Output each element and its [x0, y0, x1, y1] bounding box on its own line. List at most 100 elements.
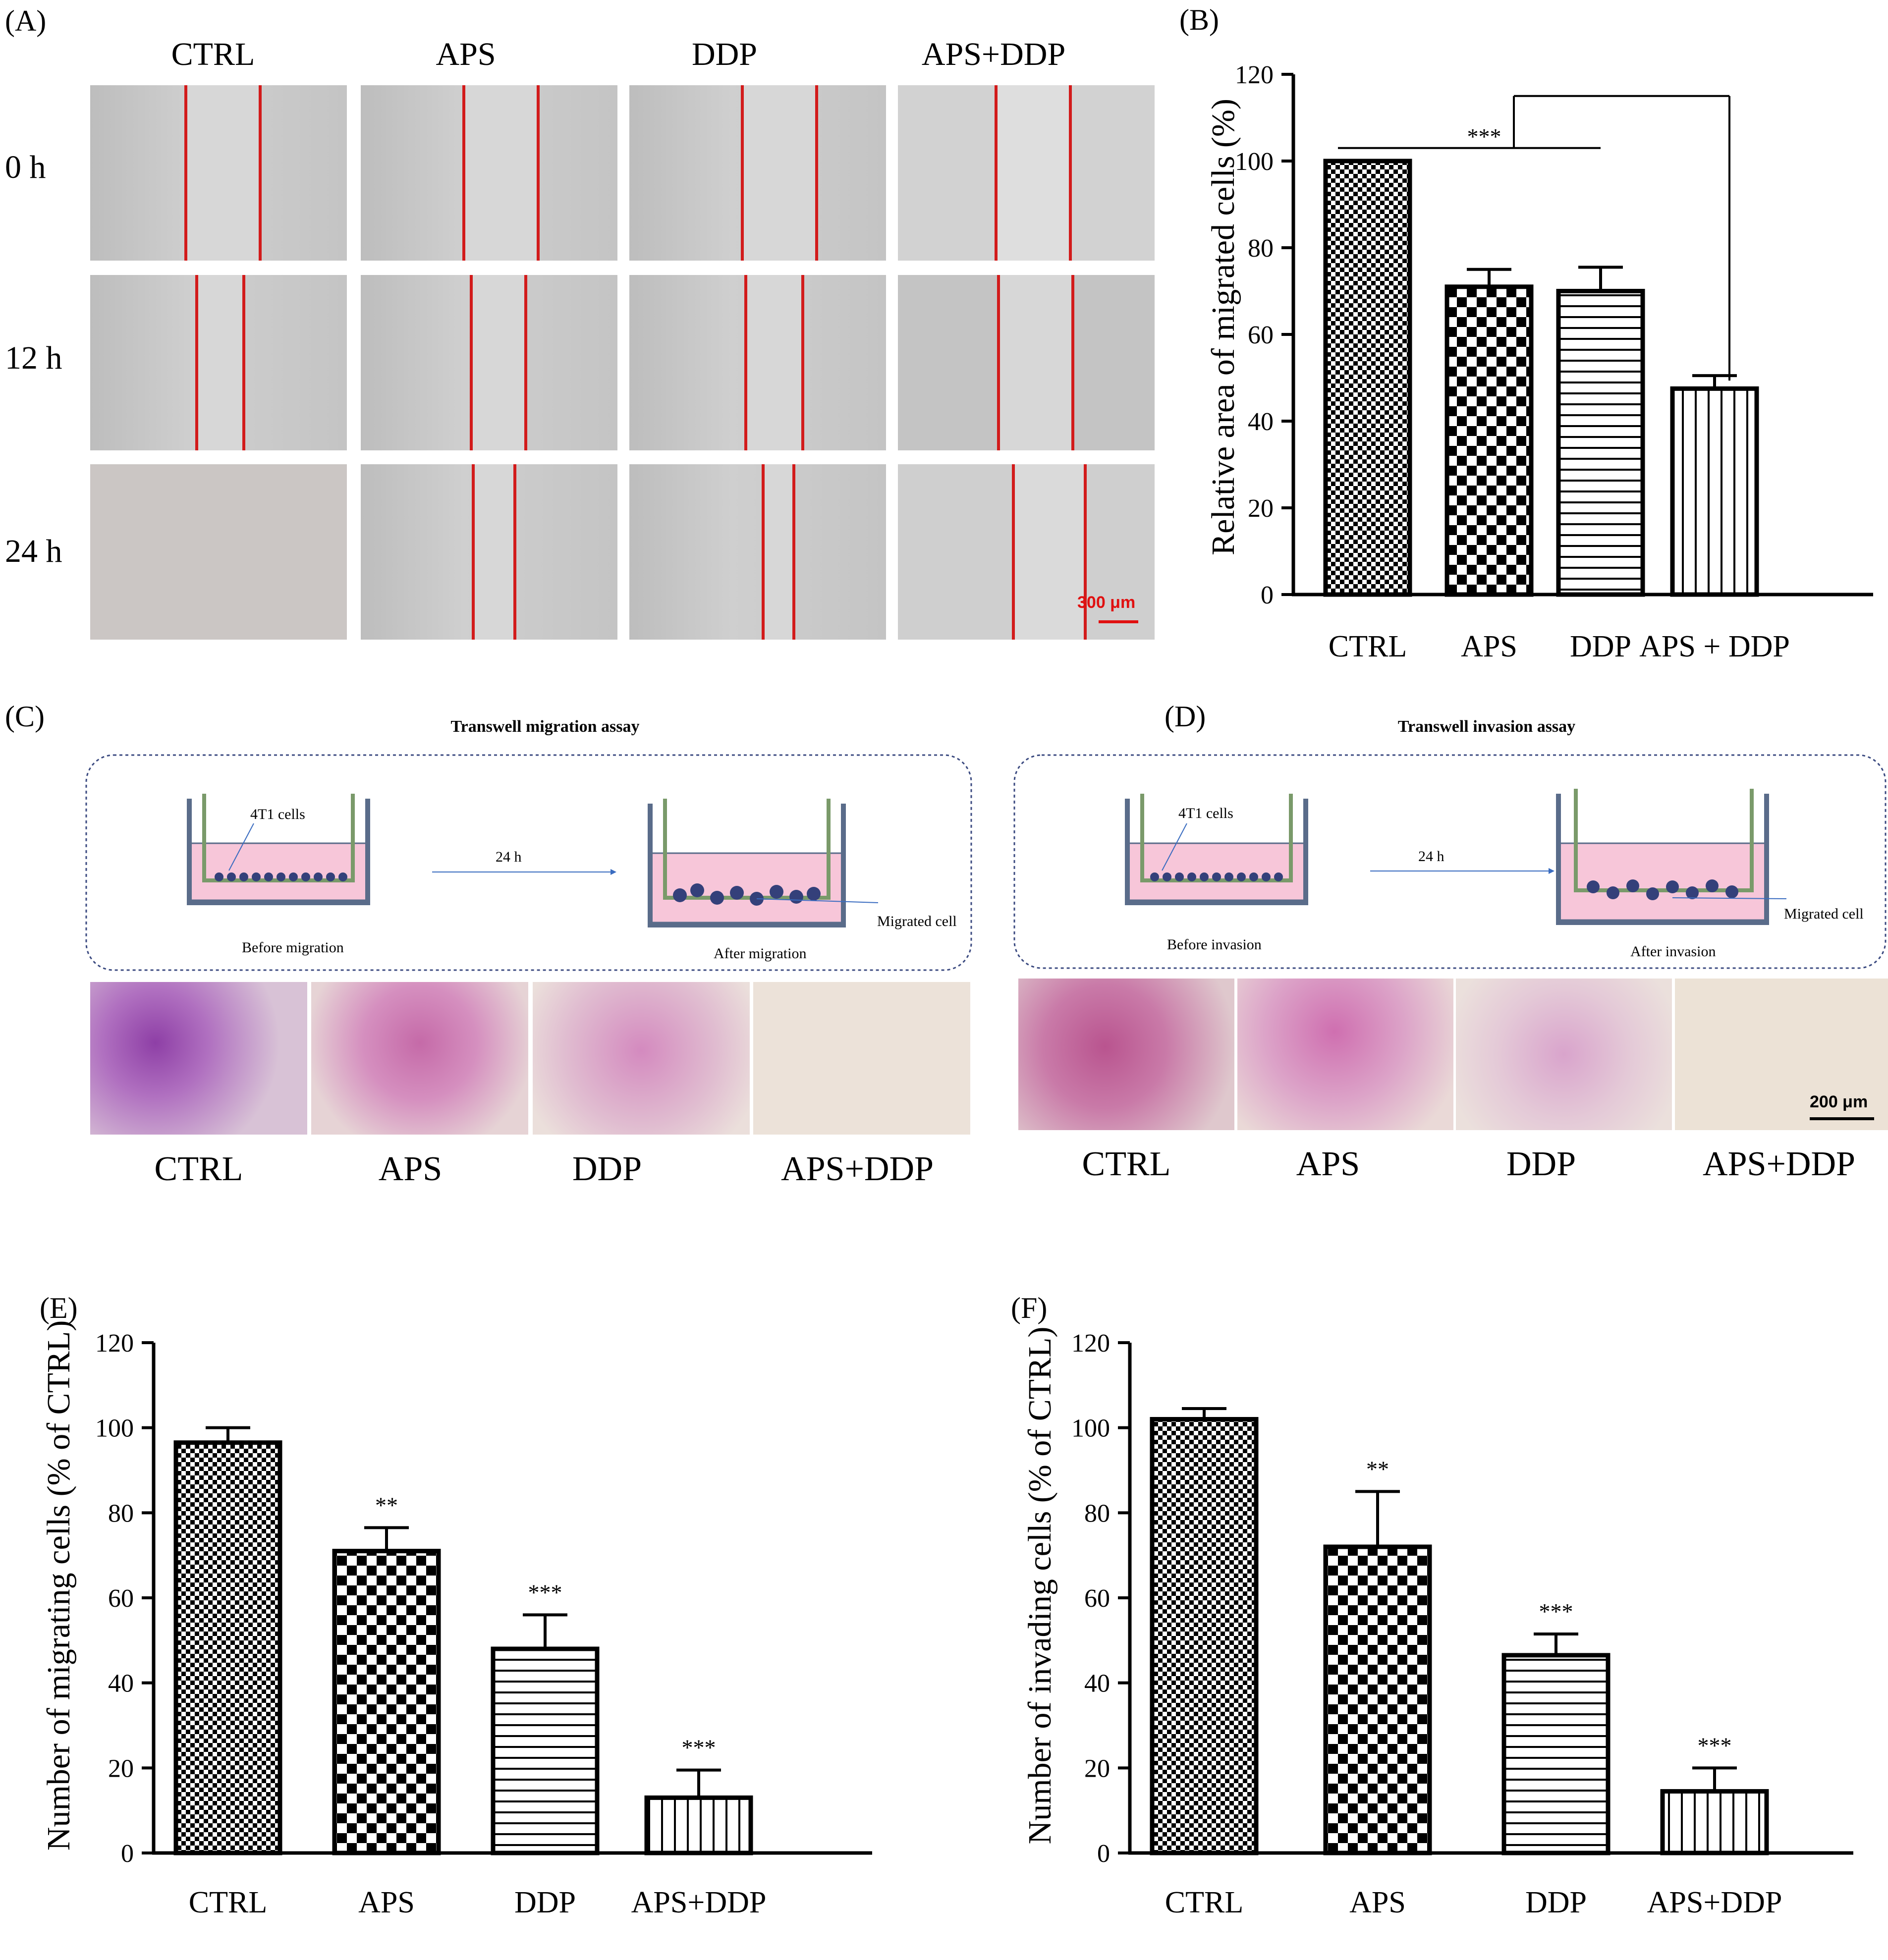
panel-c-title: Transwell migration assay [450, 717, 640, 736]
invasion-stain-aps-ddp: 200 μm [1675, 979, 1888, 1130]
chart-e-y-tick-label: 120 [95, 1329, 134, 1358]
chart-f-letter: (F) [1011, 1292, 1047, 1324]
chart-f-category-label: CTRL [1165, 1886, 1243, 1919]
chart-b-bar [1323, 159, 1412, 597]
chart-f-bar [1501, 1653, 1610, 1855]
chart-e-significance: *** [528, 1579, 562, 1605]
row-label-12h: 12 h [5, 340, 62, 376]
col-label-ddp: DDP [691, 36, 758, 72]
chart-e-bar [332, 1549, 441, 1855]
chart-b-y-tick-label: 60 [1248, 321, 1274, 349]
chart-e-category-label: CTRL [189, 1886, 267, 1919]
panel-d-before-label: Before invasion [1167, 936, 1262, 953]
chart-e-significance: ** [375, 1492, 398, 1518]
scratch-image-ctrl-0h [90, 85, 347, 261]
chart-e-y-tick-label: 20 [108, 1754, 134, 1783]
chart-f-y-tick-label: 0 [1097, 1840, 1110, 1868]
chart-b-y-tick-label: 0 [1261, 581, 1274, 609]
migration-stain-aps-ddp [753, 982, 970, 1135]
scratch-image-ctrl-24h [90, 464, 347, 640]
chart-f-significance: *** [1539, 1599, 1573, 1624]
scratch-image-ddp-24h [629, 464, 886, 640]
transwell-invasion-schematic [1013, 754, 1887, 969]
col-label-aps-ddp: APS+DDP [921, 36, 1066, 72]
transwell-migration-schematic [85, 754, 972, 971]
chart-b-category-label: CTRL [1329, 630, 1407, 663]
panel-d-label-aps: APS [1296, 1145, 1360, 1183]
chart-f-y-tick-label: 20 [1084, 1754, 1110, 1783]
chart-e-bar [173, 1440, 282, 1855]
chart-b-y-tick-label: 20 [1248, 494, 1274, 523]
panel-c-label-aps: APS [378, 1150, 443, 1188]
chart-e-category-label: DDP [514, 1886, 576, 1919]
scale-bar-300 [1099, 620, 1138, 623]
invasion-stain-ddp [1456, 979, 1672, 1130]
migration-stain-ddp [533, 982, 750, 1135]
panel-c-label-aps-ddp: APS+DDP [781, 1150, 934, 1188]
scratch-image-ddp-0h [629, 85, 886, 261]
invasion-stain-ctrl [1018, 979, 1234, 1130]
chart-e-letter: (E) [40, 1292, 78, 1324]
chart-e-bar [644, 1795, 753, 1855]
chart-f-y-tick-label: 80 [1084, 1499, 1110, 1527]
chart-b-bar [1670, 386, 1759, 597]
scale-bar-200 [1810, 1117, 1874, 1120]
scratch-image-ctrl-12h [90, 275, 347, 450]
col-label-aps: APS [436, 36, 496, 72]
chart-f-y-tick-label: 60 [1084, 1584, 1110, 1613]
chart-f-category-label: APS+DDP [1647, 1886, 1782, 1919]
panel-c-label-ctrl: CTRL [154, 1150, 243, 1188]
row-label-0h: 0 h [5, 149, 46, 185]
chart-f-bar [1150, 1417, 1259, 1855]
chart-b-y-tick-label: 80 [1248, 234, 1274, 263]
scratch-image-aps-12h [361, 275, 617, 450]
chart-f-bar [1323, 1544, 1432, 1855]
chart-b-category-label: DDP [1570, 630, 1631, 663]
panel-d-title: Transwell invasion assay [1397, 717, 1576, 736]
panel-a-letter: (A) [5, 4, 47, 37]
chart-f-significance: *** [1698, 1733, 1732, 1758]
invasion-stain-aps [1237, 979, 1453, 1130]
panel-c-before-label: Before migration [242, 939, 344, 956]
chart-e-significance: *** [682, 1735, 716, 1760]
scratch-image-aps-ddp-24h: 300 μm [898, 464, 1155, 640]
col-label-ctrl: CTRL [171, 36, 255, 72]
chart-b-bar [1444, 284, 1534, 597]
scale-bar-label-200: 200 μm [1810, 1092, 1868, 1111]
chart-b: (B) 0 20 40 60 80 100 120 Relative area of migra… [1179, 3, 1873, 663]
panel-c-label-ddp: DDP [572, 1150, 642, 1188]
chart-b-y-label: Relative area of migrated cells (%) [1205, 99, 1241, 555]
chart-e-category-label: APS+DDP [631, 1886, 767, 1919]
panel-d-after-label: After invasion [1630, 943, 1716, 960]
chart-f-significance: ** [1366, 1456, 1389, 1481]
chart-b-y-tick-label: 40 [1248, 408, 1274, 436]
migration-stain-ctrl [90, 982, 307, 1135]
chart-f-bar [1660, 1789, 1769, 1855]
chart-b-bracket-label: *** [1467, 124, 1501, 149]
chart-e-bar [491, 1646, 600, 1855]
panel-d-label-ctrl: CTRL [1082, 1145, 1171, 1183]
chart-b-bar [1556, 289, 1645, 597]
panel-d-letter: (D) [1165, 700, 1206, 733]
scale-bar-label-300: 300 μm [1077, 593, 1136, 612]
panel-d-migrated-label: Migrated cell [1784, 906, 1864, 922]
chart-e-y-tick-label: 0 [121, 1840, 134, 1868]
chart-b-y-tick-label: 120 [1235, 61, 1274, 89]
chart-b-letter: (B) [1179, 3, 1219, 36]
scratch-image-aps-24h [361, 464, 617, 640]
chart-f-y-tick-label: 100 [1071, 1415, 1110, 1443]
chart-e: (E) 0 20 40 60 80 100 120 Number of migrating ce… [40, 1292, 872, 1919]
row-label-24h: 24 h [5, 533, 62, 569]
chart-f-y-tick-label: 40 [1084, 1670, 1110, 1698]
chart-f: (F) 0 20 40 60 80 100 120 Number of invading cel… [1011, 1292, 1853, 1919]
chart-b-category-label: APS [1461, 630, 1517, 663]
chart-e-category-label: APS [358, 1886, 415, 1919]
panel-c-time-label: 24 h [496, 849, 522, 865]
panel-c-after-label: After migration [714, 945, 807, 962]
chart-b-y-tick-label: 100 [1235, 148, 1274, 176]
chart-f-y-label: Number of invading cells (% of CTRL) [1022, 1327, 1058, 1845]
chart-e-y-tick-label: 100 [95, 1415, 134, 1443]
chart-f-category-label: APS [1349, 1886, 1406, 1919]
chart-f-category-label: DDP [1525, 1886, 1587, 1919]
chart-b-category-label: APS + DDP [1639, 630, 1790, 663]
